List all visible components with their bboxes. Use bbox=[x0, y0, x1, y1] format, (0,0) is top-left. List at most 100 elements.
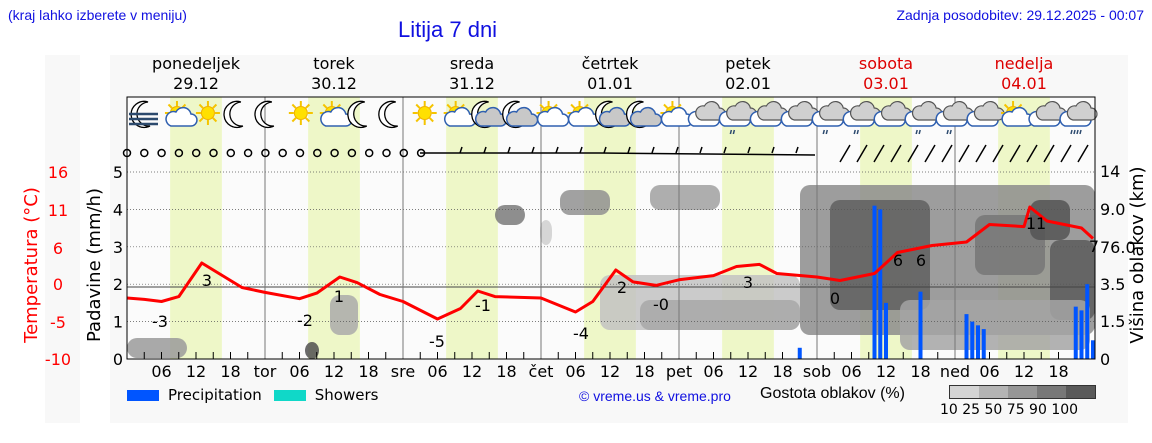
calm-wind-icon bbox=[382, 148, 391, 158]
temperature-label: 11 bbox=[1026, 214, 1046, 233]
precip-tick: 4 bbox=[113, 200, 123, 219]
calm-wind-icon bbox=[278, 148, 287, 158]
moon-icon bbox=[378, 100, 399, 129]
day-name: sreda bbox=[450, 54, 494, 73]
calm-wind-icon bbox=[174, 148, 184, 158]
precip-bar bbox=[1079, 310, 1084, 359]
x-tick-label: 12 bbox=[1014, 362, 1034, 381]
x-tick-label: 18 bbox=[220, 362, 240, 381]
x-tick-label: 18 bbox=[772, 362, 792, 381]
calm-wind-icon bbox=[364, 148, 374, 158]
precip-tick: 5 bbox=[113, 163, 123, 182]
day-date: 31.12 bbox=[449, 74, 495, 93]
sun-icon bbox=[288, 101, 313, 125]
sun-cloud-icon bbox=[536, 101, 570, 127]
temperature-label: 3 bbox=[202, 271, 212, 290]
precip-tick: 2 bbox=[113, 275, 123, 294]
cloud-height-tick: 1.5 bbox=[1100, 312, 1125, 331]
fog-moon-icon bbox=[129, 100, 158, 129]
moon-cloud-icon bbox=[625, 100, 663, 129]
temperature-label: 3 bbox=[743, 273, 753, 292]
location-hint: (kraj lahko izberete v meniju) bbox=[8, 7, 187, 23]
page-title: Litija 7 dni bbox=[398, 17, 498, 42]
precip-bar bbox=[1073, 306, 1078, 359]
x-tick-label: 06 bbox=[151, 362, 171, 381]
wind-barb-icon bbox=[890, 144, 902, 163]
copyright-link[interactable]: © vreme.us & vreme.pro bbox=[579, 388, 731, 404]
calm-wind-icon bbox=[330, 148, 339, 158]
cloud-density-layer bbox=[127, 185, 1095, 359]
calm-wind-icon bbox=[191, 148, 201, 158]
temperature-label: -4 bbox=[573, 324, 589, 343]
x-tick-label: 12 bbox=[186, 362, 206, 381]
temperature-labels: -3 3 -2 1 -5 -1 -4 2 -0 3 0 6 6 11 7 bbox=[152, 214, 1099, 351]
moon-icon bbox=[223, 100, 244, 129]
moon-icon bbox=[254, 100, 275, 129]
temp-tick: -5 bbox=[50, 313, 66, 332]
cloud-density-scale bbox=[949, 385, 1096, 399]
temperature-label: -5 bbox=[429, 332, 445, 351]
temperature-label: 1 bbox=[334, 287, 344, 306]
precip-tick: 0 bbox=[113, 350, 123, 369]
calm-wind-icon bbox=[295, 148, 305, 158]
day-date: 29.12 bbox=[173, 74, 219, 93]
x-tick-label: 06 bbox=[841, 362, 861, 381]
sun-icon bbox=[195, 101, 220, 125]
legend-showers: Showers bbox=[314, 386, 379, 404]
x-tick-label: pet bbox=[666, 362, 692, 381]
calm-wind-icon bbox=[399, 148, 409, 158]
wind-barb-icon bbox=[1077, 144, 1089, 163]
precip-bar bbox=[872, 205, 877, 359]
temp-tick: 6 bbox=[53, 239, 63, 258]
x-tick-label: 06 bbox=[289, 362, 309, 381]
moon-icon bbox=[347, 100, 368, 129]
x-tick-label: sob bbox=[803, 362, 831, 381]
day-name: petek bbox=[725, 54, 771, 73]
showers-swatch bbox=[273, 389, 306, 401]
x-tick-label: 12 bbox=[738, 362, 758, 381]
precip-tick: 1 bbox=[113, 313, 123, 332]
cloud-height-tick: 9.0 bbox=[1100, 200, 1125, 219]
day-date: 04.01 bbox=[1001, 74, 1047, 93]
day-name: sobota bbox=[859, 54, 913, 73]
calm-wind-icon bbox=[140, 148, 149, 158]
calm-wind-icon bbox=[261, 148, 270, 158]
x-tick-label: 18 bbox=[1048, 362, 1068, 381]
day-name: ponedeljek bbox=[152, 54, 241, 73]
moon-cloud-icon bbox=[594, 100, 632, 129]
wind-barb-icon bbox=[941, 144, 953, 163]
temp-tick: -10 bbox=[45, 350, 71, 369]
wind-barb-icon bbox=[907, 144, 919, 163]
precip-bar bbox=[884, 302, 888, 359]
temperature-label: 2 bbox=[617, 278, 627, 297]
x-tick-label: 06 bbox=[979, 362, 999, 381]
precip-bar bbox=[1085, 284, 1090, 359]
cloud-height-tick: 0 bbox=[1100, 350, 1110, 369]
x-tick-label: 06 bbox=[703, 362, 723, 381]
legend-precipitation: Precipitation bbox=[168, 386, 262, 404]
precip-tick: 3 bbox=[113, 238, 123, 257]
day-date: 01.01 bbox=[587, 74, 633, 93]
cloud-density-label: Gostota oblakov (%) bbox=[760, 385, 905, 402]
cloud-icon bbox=[687, 100, 726, 127]
last-updated: Zadnja posodobitev: 29.12.2025 - 00:07 bbox=[896, 7, 1144, 23]
cloud-rain-heavy-icon bbox=[1059, 100, 1098, 135]
temp-tick: 11 bbox=[48, 201, 68, 220]
moon-cloud-icon bbox=[471, 100, 508, 129]
x-tick-label: ned bbox=[940, 362, 970, 381]
calm-wind-icon bbox=[226, 148, 236, 158]
legend: Precipitation Showers bbox=[127, 386, 378, 404]
x-tick-label: 06 bbox=[427, 362, 447, 381]
precipitation-bars bbox=[797, 205, 1095, 359]
precipitation-axis-label: Padavine (mm/h) bbox=[84, 188, 105, 342]
wind-barb-icon bbox=[1043, 144, 1055, 163]
precip-bar bbox=[964, 314, 969, 359]
wind-barb-icon bbox=[958, 144, 970, 163]
cloud-rain-icon bbox=[718, 100, 757, 135]
moon-cloud-icon bbox=[502, 100, 539, 129]
x-tick-label: 12 bbox=[600, 362, 620, 381]
x-tick-label: 18 bbox=[496, 362, 516, 381]
temperature-label: 7 bbox=[1089, 237, 1099, 256]
